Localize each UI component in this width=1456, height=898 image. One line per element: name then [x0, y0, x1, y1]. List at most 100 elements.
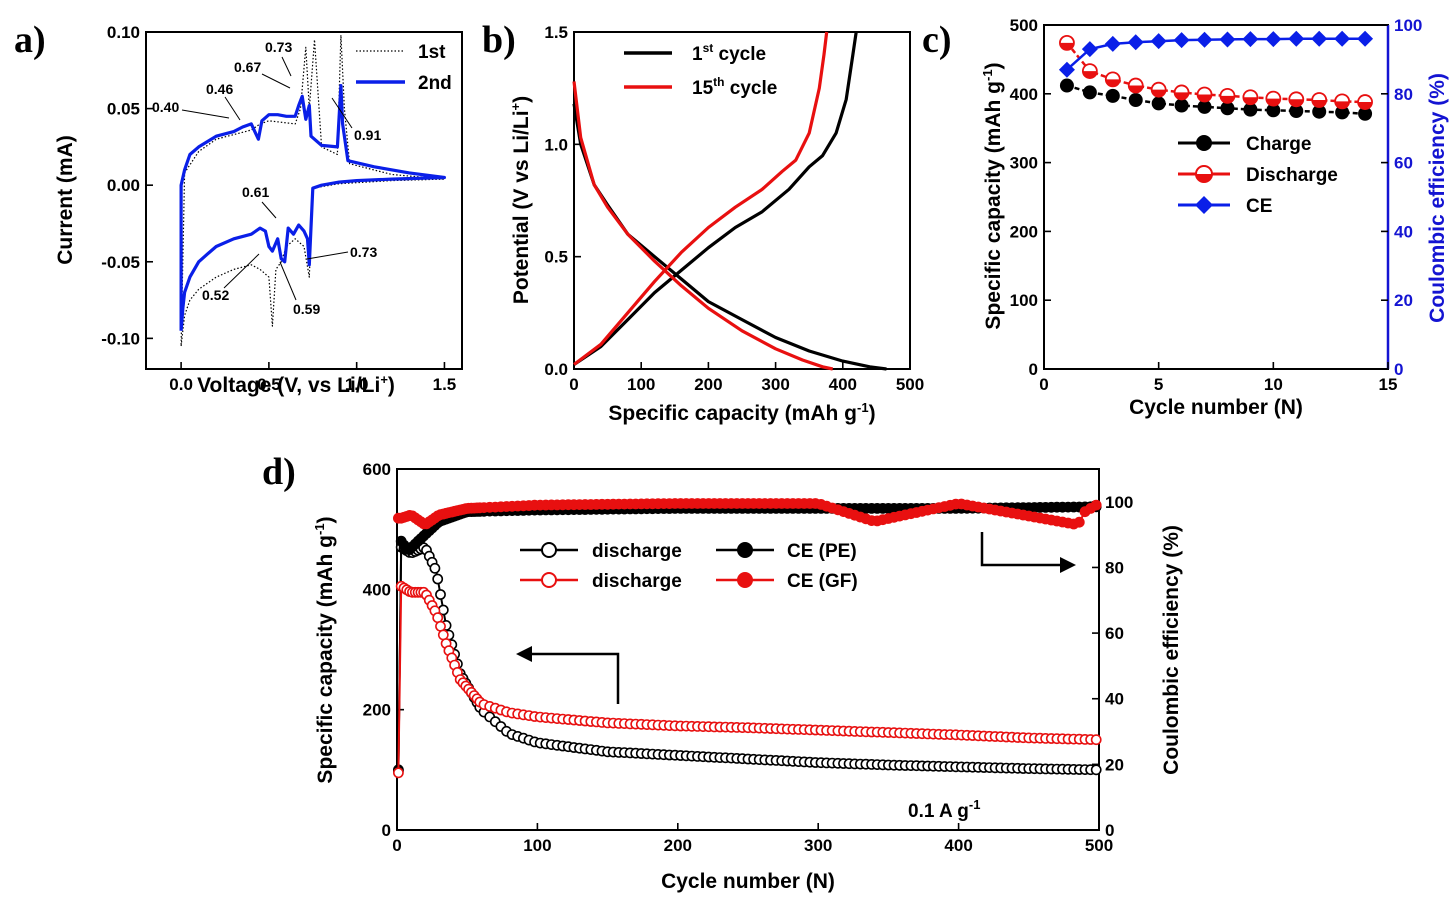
- panel-a-xlabel: Voltage (V, vs Li/Li+): [197, 372, 395, 397]
- panel-c-right-ytick-label: 100: [1394, 16, 1422, 35]
- legend-label-discharge: Discharge: [1246, 165, 1338, 186]
- discharge-point-fill: [1174, 92, 1189, 100]
- panel-d-xtick-label: 200: [664, 836, 692, 855]
- panel-b-xtick-label: 0: [569, 375, 578, 394]
- voltage-curve-15th-cycle-charge: [573, 31, 829, 366]
- legend-marker-discharge-gf: [541, 572, 557, 588]
- panel-label-b: b): [482, 19, 516, 61]
- legend-marker-discharge-pe: [541, 542, 557, 558]
- panel-label-a: a): [14, 19, 46, 61]
- panel-b-ytick-label: 1.0: [544, 135, 568, 154]
- legend-marker-charge: [1196, 135, 1212, 151]
- panel-c-right-ytick-label: 40: [1394, 222, 1413, 241]
- legend-label-1st: 1st: [418, 42, 446, 63]
- peak-arrow: [224, 96, 241, 121]
- ce-point: [1090, 499, 1102, 511]
- ce-point: [1265, 31, 1282, 48]
- charge-point: [1312, 104, 1327, 119]
- panel-a-xtick-label: 1.0: [345, 375, 369, 394]
- panel-c-series: [1058, 30, 1374, 121]
- panel-c-xtick-label: 5: [1154, 375, 1163, 394]
- peak-label-0-40: 0.40: [152, 99, 179, 115]
- discharge-point: [432, 573, 444, 585]
- discharge-point: [435, 589, 446, 600]
- panel-d-xtick-label: 100: [523, 836, 551, 855]
- panel-d-right-ytick-label: 60: [1105, 624, 1124, 643]
- ce-point: [1219, 31, 1236, 48]
- panel-c-right-ytick-label: 0: [1394, 360, 1403, 379]
- peak-arrow: [261, 73, 291, 89]
- discharge-point-fill: [1197, 94, 1212, 102]
- ce-point: [1150, 33, 1167, 50]
- discharge-point-fill: [1312, 99, 1327, 107]
- discharge-point-fill: [1243, 97, 1258, 105]
- left-axis-arrow: [528, 652, 620, 704]
- voltage-curve-1st-cycle-charge: [573, 31, 858, 366]
- voltage-curve-15th-cycle-discharge: [572, 81, 834, 371]
- discharge-point-fill: [1358, 102, 1373, 110]
- panel-d-xlabel: Cycle number (N): [661, 870, 835, 893]
- panel-a-ticks: 0.0 0.5 1.0 1.5 -0.10 -0.05 0.00 0.05 0.10: [101, 23, 456, 394]
- peak-label-0-52: 0.52: [202, 287, 229, 303]
- panel-d-xtick-label: 400: [944, 836, 972, 855]
- panel-c-xtick-label: 15: [1379, 375, 1398, 394]
- panel-b-series: [572, 31, 887, 371]
- ce-point: [1127, 34, 1144, 51]
- series-line-discharge--gf-: [397, 584, 1100, 773]
- panel-d-frame: [396, 468, 1100, 831]
- peak-arrow: [279, 261, 297, 301]
- panel-c-right-ytick-label: 20: [1394, 291, 1413, 310]
- legend-label-15th-cycle: 15th cycle: [692, 75, 777, 99]
- ce-point: [1288, 30, 1305, 47]
- peak-arrow: [331, 97, 353, 129]
- panel-d-ylabel-right: Coulombic efficiency (%): [1160, 525, 1183, 775]
- peak-label-0-59: 0.59: [293, 301, 320, 317]
- panel-label-c: c): [922, 19, 952, 61]
- peak-arrow: [181, 109, 230, 119]
- discharge-point-fill: [1082, 71, 1097, 79]
- charge-point: [1220, 101, 1235, 116]
- peak-label-0-73-bottom: 0.73: [350, 244, 377, 260]
- legend-label-ce-pe: CE (PE): [787, 541, 857, 562]
- panel-a-xtick-label: 1.5: [433, 375, 457, 394]
- right-axis-arrowhead: [1060, 557, 1076, 573]
- peak-arrow: [223, 253, 260, 289]
- panel-b-ylabel: Potential (V vs Li/Li+): [508, 96, 533, 304]
- panel-a-xtick-label: 0.0: [169, 375, 193, 394]
- legend-marker-discharge-fill: [1196, 174, 1212, 182]
- cv-curve-2nd: [179, 84, 446, 331]
- panel-d-ytick-label: 600: [363, 460, 391, 479]
- panel-b-ytick-label: 0.5: [544, 248, 568, 267]
- panel-a-series: [179, 34, 446, 347]
- panel-c-xlabel: Cycle number (N): [1129, 396, 1303, 419]
- voltage-curve-1st-cycle-discharge: [572, 103, 887, 371]
- panel-b-xtick-label: 300: [761, 375, 789, 394]
- charge-point: [1151, 96, 1166, 111]
- peak-label-0-91: 0.91: [354, 127, 381, 143]
- panel-d-right-ytick-label: 80: [1105, 558, 1124, 577]
- panel-c-right-ytick-label: 80: [1394, 85, 1413, 104]
- panel-a-frame: [145, 31, 463, 370]
- ce-point: [1242, 31, 1259, 48]
- panel-b-charge-discharge-chart: 0 100 200 300 400 500 0.0 0.5 1.0 1.5 Specific ca…: [508, 23, 924, 425]
- panel-b-xtick-label: 100: [627, 375, 655, 394]
- discharge-point: [1090, 764, 1102, 776]
- legend-marker-ce-pe: [737, 542, 753, 558]
- panel-a-xtick-label: 0.5: [257, 375, 281, 394]
- ce-point: [1357, 30, 1374, 47]
- discharge-point-fill: [1151, 89, 1166, 97]
- panel-label-d: d): [262, 451, 296, 493]
- left-axis-arrowhead: [516, 646, 532, 662]
- discharge-point-fill: [1059, 42, 1074, 50]
- legend-label-ce-gf: CE (GF): [787, 571, 858, 592]
- legend-marker-ce-gf: [737, 572, 753, 588]
- panel-a-ytick-label: 0.10: [107, 23, 140, 42]
- panel-d-xtick-label: 0: [392, 836, 401, 855]
- panel-a-ylabel: Current (mA): [54, 135, 77, 265]
- charge-point: [1266, 103, 1281, 118]
- right-axis-arrow: [980, 532, 1064, 567]
- legend-label-1st-cycle: 1st cycle: [692, 41, 766, 65]
